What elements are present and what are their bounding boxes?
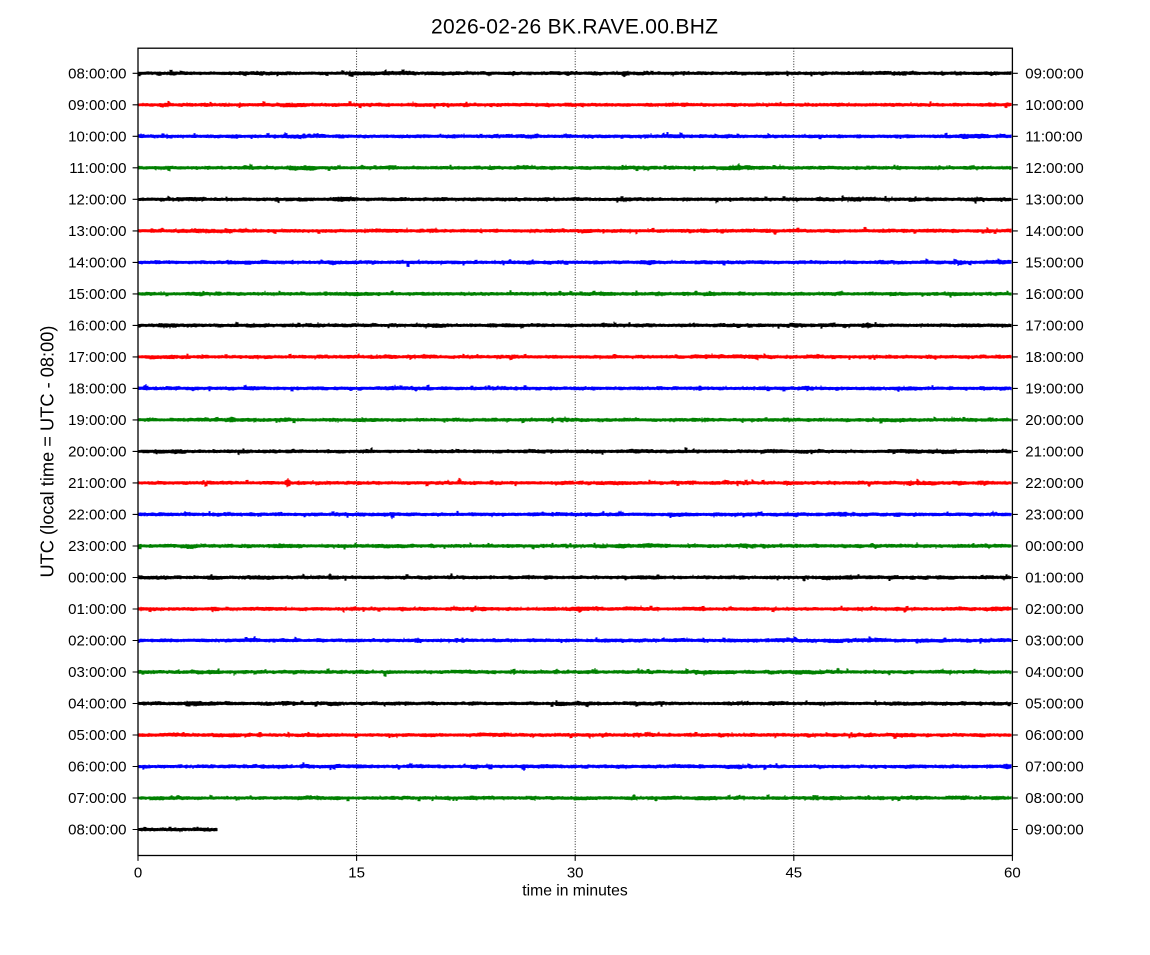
svg-text:30: 30 <box>567 865 584 882</box>
svg-text:04:00:00: 04:00:00 <box>68 696 126 713</box>
svg-text:20:00:00: 20:00:00 <box>68 444 126 461</box>
svg-text:03:00:00: 03:00:00 <box>68 664 126 681</box>
svg-text:04:00:00: 04:00:00 <box>1025 664 1083 681</box>
svg-text:00:00:00: 00:00:00 <box>1025 538 1083 555</box>
svg-text:15: 15 <box>348 865 365 882</box>
svg-text:08:00:00: 08:00:00 <box>68 822 126 839</box>
svg-text:05:00:00: 05:00:00 <box>1025 696 1083 713</box>
svg-text:18:00:00: 18:00:00 <box>1025 349 1083 366</box>
svg-text:12:00:00: 12:00:00 <box>1025 160 1083 177</box>
svg-text:0: 0 <box>134 865 142 882</box>
svg-text:07:00:00: 07:00:00 <box>68 790 126 807</box>
svg-text:06:00:00: 06:00:00 <box>1025 727 1083 744</box>
svg-text:23:00:00: 23:00:00 <box>1025 507 1083 524</box>
svg-text:21:00:00: 21:00:00 <box>68 475 126 492</box>
svg-text:11:00:00: 11:00:00 <box>1025 129 1082 146</box>
svg-text:14:00:00: 14:00:00 <box>68 255 126 272</box>
svg-text:45: 45 <box>785 865 802 882</box>
svg-text:09:00:00: 09:00:00 <box>68 97 126 114</box>
svg-text:05:00:00: 05:00:00 <box>68 727 126 744</box>
svg-text:18:00:00: 18:00:00 <box>68 381 126 398</box>
svg-text:UTC (local time = UTC - 08:00): UTC (local time = UTC - 08:00) <box>38 326 58 578</box>
svg-text:06:00:00: 06:00:00 <box>68 759 126 776</box>
svg-text:2026-02-26 BK.RAVE.00.BHZ: 2026-02-26 BK.RAVE.00.BHZ <box>431 15 718 38</box>
svg-text:08:00:00: 08:00:00 <box>68 66 126 83</box>
svg-text:03:00:00: 03:00:00 <box>1025 633 1083 650</box>
svg-text:01:00:00: 01:00:00 <box>68 601 126 618</box>
svg-text:02:00:00: 02:00:00 <box>68 633 126 650</box>
svg-text:15:00:00: 15:00:00 <box>1025 255 1083 272</box>
svg-text:11:00:00: 11:00:00 <box>69 160 126 177</box>
svg-text:16:00:00: 16:00:00 <box>1025 286 1083 303</box>
svg-text:09:00:00: 09:00:00 <box>1025 66 1083 83</box>
svg-text:16:00:00: 16:00:00 <box>68 318 126 335</box>
svg-text:22:00:00: 22:00:00 <box>1025 475 1083 492</box>
svg-text:08:00:00: 08:00:00 <box>1025 790 1083 807</box>
svg-text:10:00:00: 10:00:00 <box>68 129 126 146</box>
svg-text:time in minutes: time in minutes <box>522 883 628 900</box>
svg-text:02:00:00: 02:00:00 <box>1025 601 1083 618</box>
svg-text:14:00:00: 14:00:00 <box>1025 223 1083 240</box>
svg-text:12:00:00: 12:00:00 <box>68 192 126 209</box>
svg-text:09:00:00: 09:00:00 <box>1025 822 1083 839</box>
svg-text:60: 60 <box>1004 865 1021 882</box>
svg-text:17:00:00: 17:00:00 <box>1025 318 1083 335</box>
svg-text:23:00:00: 23:00:00 <box>68 538 126 555</box>
svg-text:19:00:00: 19:00:00 <box>1025 381 1083 398</box>
svg-text:17:00:00: 17:00:00 <box>68 349 126 366</box>
svg-text:15:00:00: 15:00:00 <box>68 286 126 303</box>
svg-text:13:00:00: 13:00:00 <box>68 223 126 240</box>
svg-text:07:00:00: 07:00:00 <box>1025 759 1083 776</box>
svg-text:13:00:00: 13:00:00 <box>1025 192 1083 209</box>
svg-text:01:00:00: 01:00:00 <box>1025 570 1083 587</box>
svg-text:21:00:00: 21:00:00 <box>1025 444 1083 461</box>
svg-text:22:00:00: 22:00:00 <box>68 507 126 524</box>
svg-text:20:00:00: 20:00:00 <box>1025 412 1083 429</box>
svg-text:10:00:00: 10:00:00 <box>1025 97 1083 114</box>
svg-text:19:00:00: 19:00:00 <box>68 412 126 429</box>
svg-text:00:00:00: 00:00:00 <box>68 570 126 587</box>
